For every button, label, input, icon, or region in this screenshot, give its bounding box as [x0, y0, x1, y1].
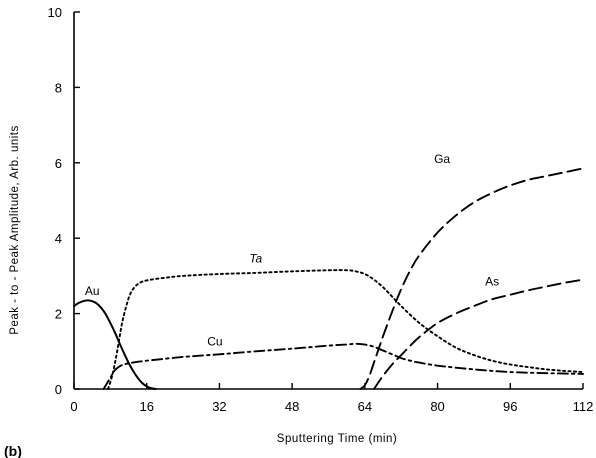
- y-tick-label: 10: [48, 5, 62, 20]
- x-tick-label: 96: [503, 399, 517, 414]
- x-tick-label: 48: [285, 399, 299, 414]
- y-tick-label: 2: [55, 307, 62, 322]
- y-tick-label: 0: [55, 382, 62, 397]
- series-label-ta: Ta: [249, 252, 262, 266]
- y-axis-label: Peak - to - Peak Amplitude, Arb. units: [9, 125, 21, 335]
- series-label-au: Au: [85, 284, 100, 298]
- y-tick-label: 8: [55, 80, 62, 95]
- series-line-ta: [107, 269, 584, 390]
- series-line-cu: [102, 342, 584, 390]
- x-tick-label: 112: [573, 399, 594, 414]
- series-label-as: As: [485, 274, 499, 288]
- series-label-ga: Ga: [434, 152, 450, 166]
- series-line-au: [73, 299, 157, 390]
- x-tick-label: 16: [139, 399, 153, 414]
- tick-layer: 0 16 32 48 64 80 96 112 0 2 4 6 8 10: [48, 5, 594, 414]
- series-line-ga: [359, 167, 584, 390]
- x-tick-label: 0: [70, 399, 77, 414]
- series-line-as: [373, 278, 584, 390]
- x-tick-label: 80: [430, 399, 444, 414]
- y-tick-label: 6: [55, 156, 62, 171]
- series-label-cu: Cu: [207, 335, 222, 349]
- series-layer: [73, 167, 584, 390]
- x-axis-label: Sputtering Time (min): [277, 433, 397, 445]
- axes-layer: [73, 12, 583, 390]
- x-tick-label: 32: [212, 399, 226, 414]
- y-tick-label: 4: [55, 231, 62, 246]
- panel-label: (b): [4, 443, 22, 458]
- annotation-layer: Au Ta Cu Ga As: [85, 152, 499, 349]
- x-tick-label: 64: [358, 399, 372, 414]
